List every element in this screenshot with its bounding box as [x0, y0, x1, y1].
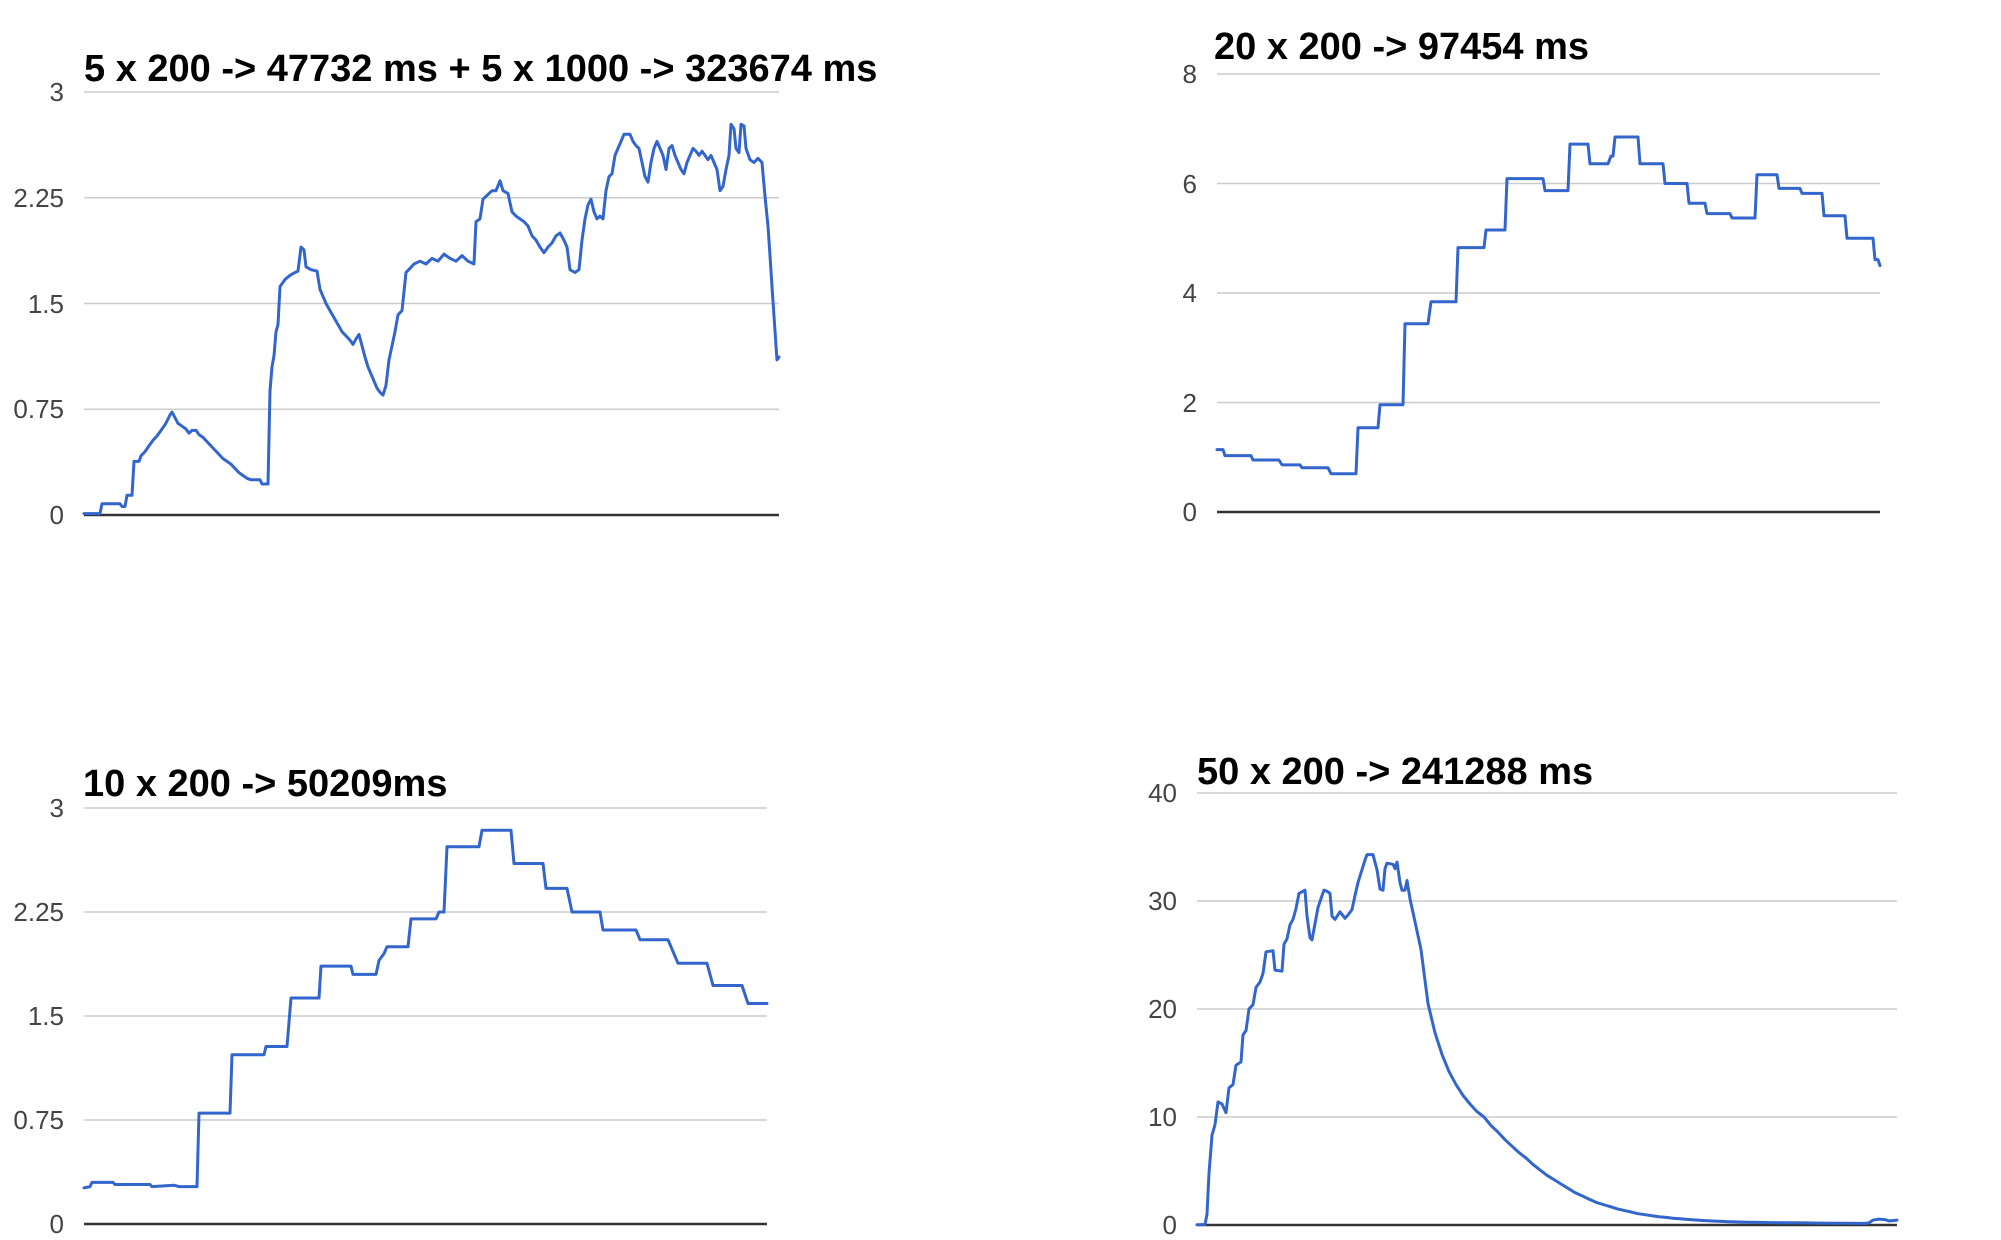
chart-canvas — [82, 807, 769, 1226]
chart-title: 20 x 200 -> 97454 ms — [1214, 25, 1590, 68]
y-tick-label: 3 — [49, 793, 64, 823]
y-tick-label: 0 — [49, 500, 64, 530]
chart-title: 5 x 200 -> 47732 ms + 5 x 1000 -> 323674… — [84, 47, 878, 90]
chart-canvas — [82, 91, 781, 517]
chart-canvas — [1195, 792, 1899, 1227]
y-tick-label: 6 — [1182, 168, 1197, 199]
chart-top-left: 5 x 200 -> 47732 ms + 5 x 1000 -> 323674… — [0, 0, 877, 640]
y-tick-label: 1.5 — [27, 1001, 64, 1031]
line-series — [82, 828, 769, 1190]
chart-title: 50 x 200 -> 241288 ms — [1197, 750, 1594, 793]
chart-canvas — [1215, 73, 1882, 514]
line-series — [82, 122, 781, 516]
y-tick-label: 20 — [1148, 994, 1177, 1024]
y-tick-label: 0.75 — [13, 394, 64, 425]
y-tick-label: 3 — [49, 77, 64, 107]
y-tick-label: 8 — [1182, 59, 1197, 89]
chart-title: 10 x 200 -> 50209ms — [83, 762, 448, 805]
y-tick-label: 0 — [1162, 1210, 1177, 1240]
y-tick-label: 40 — [1148, 778, 1177, 808]
chart-bottom-right: 50 x 200 -> 241288 ms 40 30 20 10 0 — [1100, 700, 2001, 1240]
y-tick-label: 2.25 — [13, 897, 64, 927]
chart-bottom-left: 10 x 200 -> 50209ms 3 2.25 1.5 0.75 0 — [0, 700, 850, 1238]
y-tick-label: 2.25 — [13, 182, 64, 213]
y-tick-label: 4 — [1182, 278, 1197, 308]
y-tick-label: 2 — [1182, 387, 1197, 418]
y-tick-label: 10 — [1148, 1102, 1177, 1132]
y-tick-label: 0 — [1182, 497, 1197, 527]
chart-top-right: 20 x 200 -> 97454 ms 8 6 4 2 0 — [1100, 0, 2001, 640]
y-tick-label: 1.5 — [27, 288, 64, 319]
y-tick-label: 0.75 — [13, 1105, 64, 1135]
y-tick-label: 30 — [1148, 886, 1177, 916]
line-series — [1195, 853, 1899, 1227]
line-series — [1215, 135, 1882, 476]
y-tick-label: 0 — [49, 1209, 64, 1239]
